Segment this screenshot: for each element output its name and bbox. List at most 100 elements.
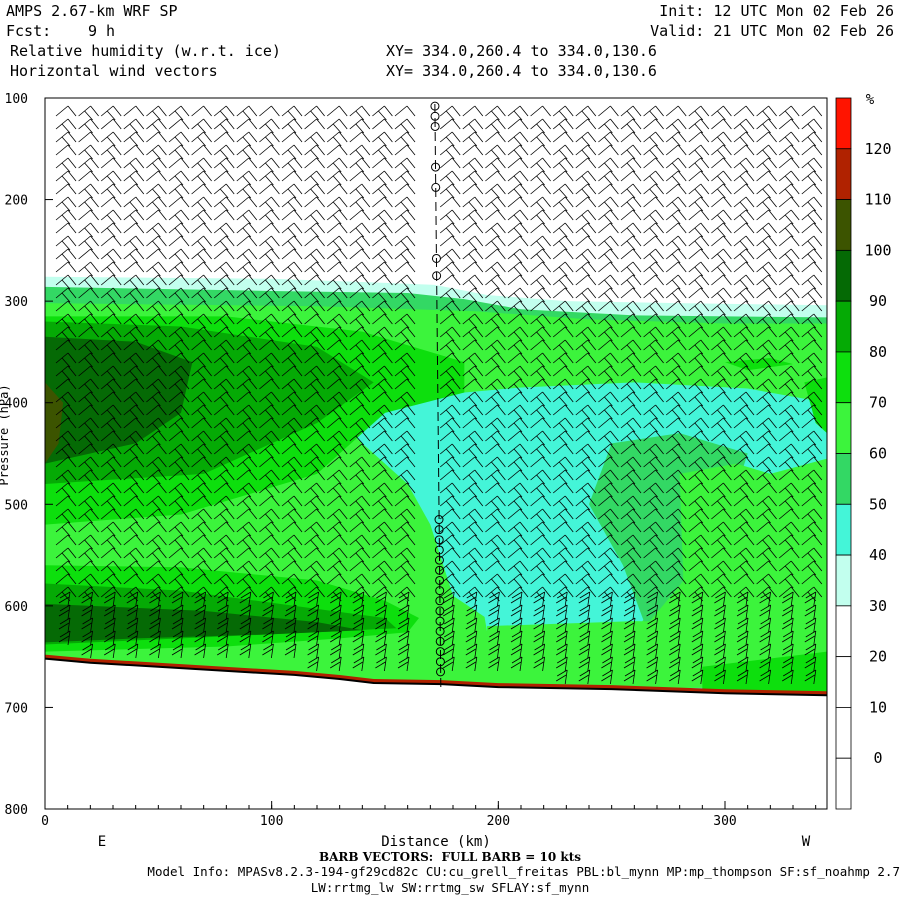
barb-flag xyxy=(67,157,77,169)
barb-flag xyxy=(248,482,258,494)
barb-shaft xyxy=(191,339,204,351)
barb-flag xyxy=(219,578,229,589)
barb-flag xyxy=(293,547,303,559)
barb-shaft xyxy=(168,157,182,169)
barb-flag xyxy=(271,495,280,507)
barb-flag xyxy=(82,604,93,612)
barb-flag xyxy=(355,474,365,485)
barb-shaft xyxy=(349,404,363,416)
barb-flag xyxy=(67,534,77,546)
barb-flag xyxy=(203,118,212,130)
barb-shaft xyxy=(259,144,272,156)
barb-flag xyxy=(150,643,161,651)
barb-flag xyxy=(316,521,325,533)
barb-flag xyxy=(67,586,77,598)
barb-shaft xyxy=(78,482,91,494)
barb-shaft xyxy=(191,456,204,468)
barb-flag xyxy=(112,300,122,312)
barb-flag xyxy=(338,170,348,182)
barb-flag xyxy=(308,643,319,651)
barb-flag xyxy=(203,339,212,351)
barb-shaft xyxy=(281,560,295,572)
barb-flag xyxy=(203,456,212,468)
barb-flag xyxy=(361,443,371,455)
barb-shaft xyxy=(293,643,297,659)
barb-flag xyxy=(197,331,206,342)
barb-flag xyxy=(316,274,325,286)
barb-flag xyxy=(239,648,251,656)
barb-shaft xyxy=(271,591,274,607)
barb-shaft xyxy=(123,534,137,546)
barb-shaft xyxy=(304,274,317,286)
barb-flag xyxy=(248,274,258,286)
barb-flag xyxy=(240,604,252,612)
barb-shaft xyxy=(213,170,227,182)
barb-flag xyxy=(174,487,184,498)
barb-flag xyxy=(225,586,235,598)
barb-flag xyxy=(242,149,252,160)
colorbar-swatch xyxy=(835,249,852,302)
barb-flag xyxy=(219,461,229,472)
barb-flag xyxy=(67,300,77,312)
barb-flag xyxy=(135,482,145,494)
barb-flag xyxy=(219,188,229,199)
barb-flag xyxy=(217,643,229,651)
barb-flag xyxy=(129,214,139,225)
barb-flag xyxy=(242,214,252,225)
barb-flag xyxy=(248,248,258,260)
x-tick-label: 200 xyxy=(487,814,510,829)
barb-shaft xyxy=(55,456,69,468)
barb-flag xyxy=(81,635,92,643)
barb-flag xyxy=(203,443,212,455)
barb-flag xyxy=(262,635,273,643)
barb-shaft xyxy=(112,591,116,607)
barb-flag xyxy=(219,110,229,121)
barb-shaft xyxy=(281,404,295,416)
barb-flag xyxy=(248,261,258,273)
barb-flag xyxy=(112,573,122,585)
barb-flag xyxy=(242,344,252,355)
barb-flag xyxy=(203,495,212,507)
barb-flag xyxy=(67,404,77,416)
barb-flag xyxy=(129,123,139,134)
barb-shaft xyxy=(281,170,295,182)
barb-flag xyxy=(361,469,371,481)
barb-flag xyxy=(225,352,235,364)
barb-flag xyxy=(316,326,325,338)
barb-flag xyxy=(242,578,252,589)
barb-flag xyxy=(180,209,190,221)
barb-flag xyxy=(361,508,371,520)
barb-flag xyxy=(135,157,145,169)
barb-flag xyxy=(158,222,167,234)
barb-flag xyxy=(293,274,303,286)
barb-flag xyxy=(174,448,184,459)
barb-flag xyxy=(90,456,99,468)
barb-flag xyxy=(287,162,297,173)
barb-shaft xyxy=(236,118,250,130)
barb-flag xyxy=(262,609,273,617)
barb-flag xyxy=(265,123,274,134)
barb-shaft xyxy=(236,352,250,364)
barb-flag xyxy=(174,422,184,433)
valid-time: Valid: 21 UTC Mon 02 Feb 26 xyxy=(650,22,894,40)
barb-shaft xyxy=(203,604,206,620)
barb-flag xyxy=(265,175,274,186)
barb-flag xyxy=(203,274,212,286)
barb-flag xyxy=(310,110,319,121)
barb-flag xyxy=(135,391,145,403)
barb-flag xyxy=(197,448,206,459)
barb-flag xyxy=(271,131,280,143)
barb-flag xyxy=(271,456,280,468)
barb-flag xyxy=(355,110,365,121)
barb-flag xyxy=(129,435,139,446)
barb-flag xyxy=(158,209,167,221)
barb-flag xyxy=(180,378,190,390)
barb-flag xyxy=(174,500,184,511)
barb-flag xyxy=(271,482,280,494)
barb-flag xyxy=(90,131,99,143)
barb-flag xyxy=(248,144,258,156)
barb-flag xyxy=(263,617,274,625)
barb-flag xyxy=(225,534,235,546)
barb-flag xyxy=(293,183,303,195)
barb-shaft xyxy=(349,365,363,377)
